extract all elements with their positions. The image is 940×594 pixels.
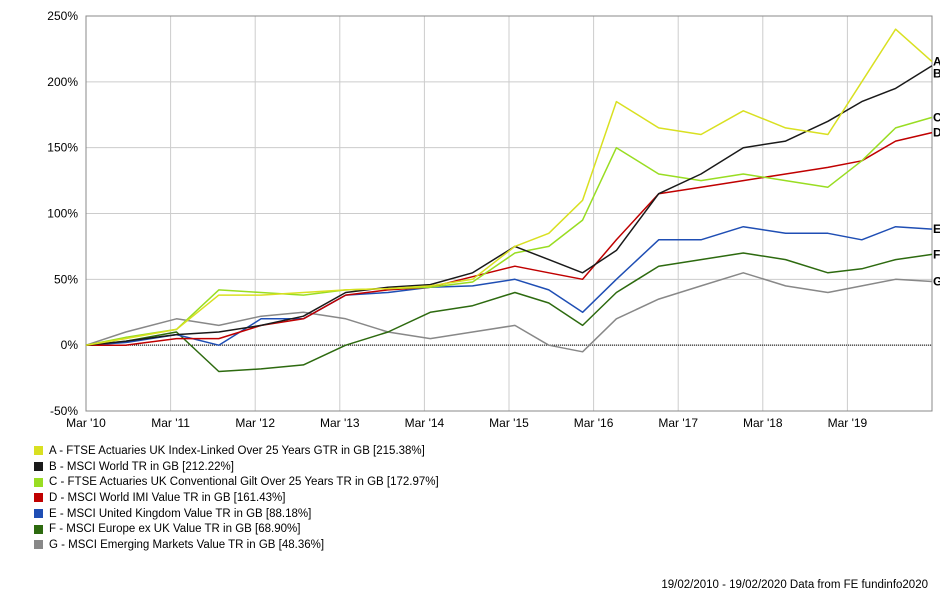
legend-swatch xyxy=(34,524,43,534)
x-tick-label: Mar '16 xyxy=(574,416,614,430)
chart-legend: A - FTSE Actuaries UK Index-Linked Over … xyxy=(34,443,439,553)
x-tick-label: Mar '15 xyxy=(489,416,529,430)
y-tick-label: 150% xyxy=(47,141,78,155)
series-end-label: A xyxy=(933,55,940,69)
series-line-f xyxy=(85,252,933,373)
series-end-label: B xyxy=(933,67,940,81)
y-tick-label: -50% xyxy=(50,404,78,418)
series-line-a xyxy=(85,28,933,346)
legend-label: A - FTSE Actuaries UK Index-Linked Over … xyxy=(49,444,425,457)
x-tick-label: Mar '14 xyxy=(405,416,445,430)
y-tick-label: 100% xyxy=(47,207,78,221)
legend-label: C - FTSE Actuaries UK Conventional Gilt … xyxy=(49,476,439,489)
series-line-g xyxy=(85,272,933,353)
legend-label: F - MSCI Europe ex UK Value TR in GB [68… xyxy=(49,523,301,536)
series-end-label: F xyxy=(933,247,940,261)
legend-label: D - MSCI World IMI Value TR in GB [161.4… xyxy=(49,491,286,504)
series-end-label: D xyxy=(933,126,940,140)
legend-swatch xyxy=(34,462,43,472)
legend-swatch xyxy=(34,477,43,487)
x-tick-label: Mar '19 xyxy=(828,416,868,430)
y-tick-label: 0% xyxy=(61,338,79,352)
x-tick-label: Mar '10 xyxy=(66,416,106,430)
x-tick-label: Mar '17 xyxy=(658,416,698,430)
x-tick-label: Mar '12 xyxy=(235,416,275,430)
legend-swatch xyxy=(34,446,43,456)
series-line-c xyxy=(85,116,933,346)
series-end-label: E xyxy=(933,222,940,236)
x-tick-label: Mar '13 xyxy=(320,416,360,430)
legend-item: A - FTSE Actuaries UK Index-Linked Over … xyxy=(34,443,439,459)
y-tick-label: 50% xyxy=(54,272,78,286)
legend-item: G - MSCI Emerging Markets Value TR in GB… xyxy=(34,537,439,553)
legend-item: F - MSCI Europe ex UK Value TR in GB [68… xyxy=(34,521,439,537)
chart-plot: -50% 0% 50% 100% 150% 200% 250% Mar '10 Mar '11 M… xyxy=(47,9,940,430)
source-footer: 19/02/2010 - 19/02/2020 Data from FE fun… xyxy=(661,579,928,591)
plot-frame xyxy=(85,15,933,412)
series-line-d xyxy=(86,131,933,346)
x-tick-label: Mar '11 xyxy=(151,416,190,430)
series-end-label: G xyxy=(933,274,940,288)
legend-item: E - MSCI United Kingdom Value TR in GB [… xyxy=(34,506,439,522)
legend-swatch xyxy=(34,509,43,519)
y-tick-label: 200% xyxy=(47,75,78,89)
legend-label: E - MSCI United Kingdom Value TR in GB [… xyxy=(49,507,312,520)
legend-swatch xyxy=(34,493,43,503)
legend-label: B - MSCI World TR in GB [212.22%] xyxy=(49,460,234,473)
legend-item: C - FTSE Actuaries UK Conventional Gilt … xyxy=(34,474,439,490)
legend-label: G - MSCI Emerging Markets Value TR in GB… xyxy=(49,538,325,551)
legend-item: D - MSCI World IMI Value TR in GB [161.4… xyxy=(34,490,439,506)
y-tick-label: 250% xyxy=(47,9,78,23)
series-end-label: C xyxy=(933,110,940,124)
legend-swatch xyxy=(34,540,43,550)
legend-item: B - MSCI World TR in GB [212.22%] xyxy=(34,459,439,475)
x-tick-label: Mar '18 xyxy=(743,416,783,430)
